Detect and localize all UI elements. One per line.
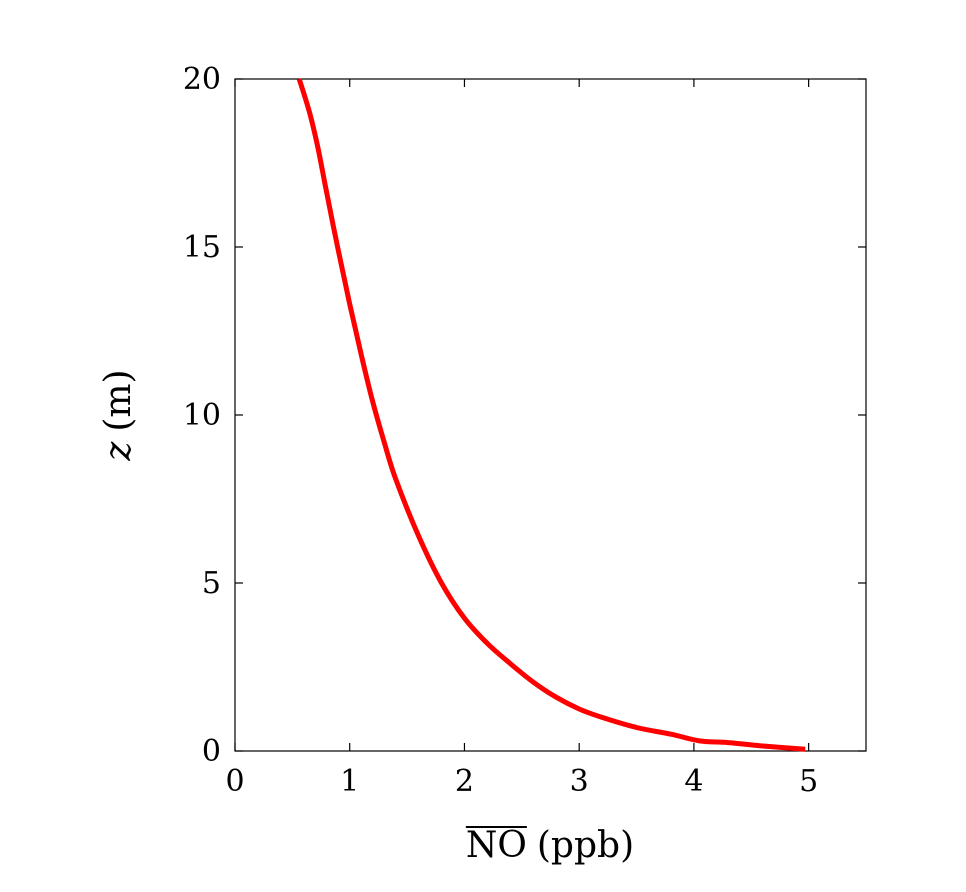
y-axis-label-unit: (m): [98, 369, 139, 431]
x-tick-label: 0: [225, 764, 244, 799]
x-axis-ticks: 0 1 2 3 4 5: [225, 79, 818, 799]
x-tick-label: 3: [570, 764, 589, 799]
x-axis-label: NO (ppb): [466, 825, 634, 866]
x-tick-label: 5: [799, 764, 818, 799]
y-tick-label: 10: [183, 398, 221, 433]
x-axis-label-unit: (ppb): [537, 825, 634, 866]
y-tick-label: 15: [183, 230, 221, 265]
x-tick-label: 4: [684, 764, 703, 799]
y-axis-ticks: 0 5 10 15 20: [183, 62, 866, 769]
y-axis-label: z (m): [98, 369, 139, 461]
y-tick-label: 5: [202, 566, 221, 601]
x-tick-label: 1: [340, 764, 359, 799]
series-layer: [296, 78, 806, 752]
x-tick-label: 2: [455, 764, 474, 799]
x-axis-label-main: NO: [466, 825, 527, 866]
plot-frame: [234, 78, 867, 752]
series-line: [296, 78, 806, 752]
y-tick-label: 0: [202, 734, 221, 769]
y-tick-label: 20: [183, 62, 221, 97]
y-axis-label-var: z: [98, 441, 139, 462]
